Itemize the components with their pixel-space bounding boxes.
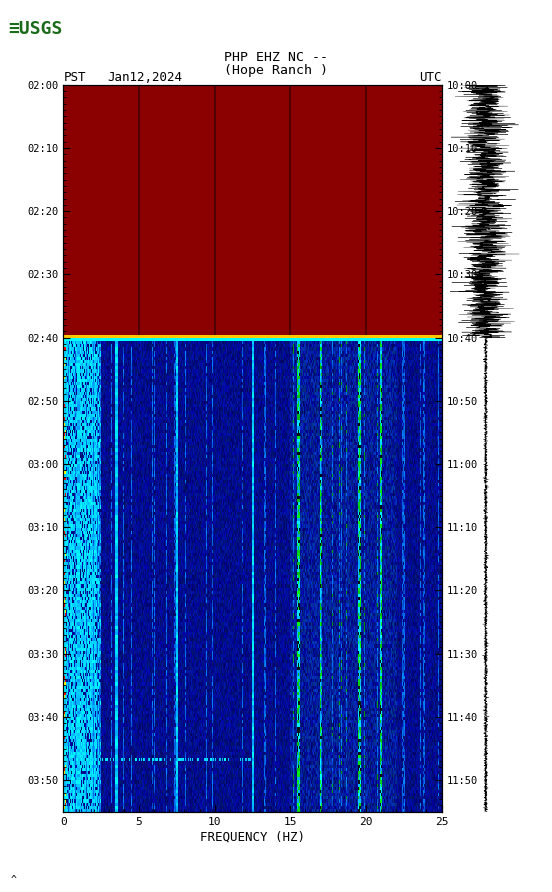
Text: PST: PST bbox=[63, 70, 86, 84]
Text: PHP EHZ NC --: PHP EHZ NC -- bbox=[224, 51, 328, 64]
Text: UTC: UTC bbox=[420, 70, 442, 84]
Text: (Hope Ranch ): (Hope Ranch ) bbox=[224, 63, 328, 77]
Text: ^: ^ bbox=[11, 875, 17, 885]
X-axis label: FREQUENCY (HZ): FREQUENCY (HZ) bbox=[200, 830, 305, 844]
Text: Jan12,2024: Jan12,2024 bbox=[108, 70, 183, 84]
Text: ≡USGS: ≡USGS bbox=[8, 20, 63, 37]
